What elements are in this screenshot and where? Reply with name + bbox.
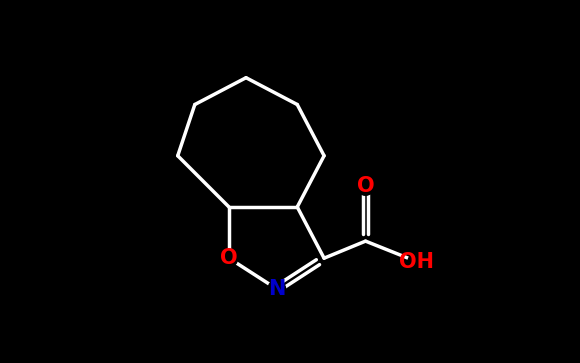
Circle shape: [408, 253, 426, 270]
Text: O: O: [220, 248, 238, 268]
Circle shape: [268, 280, 285, 298]
Text: N: N: [268, 279, 285, 299]
Text: O: O: [357, 176, 374, 196]
Circle shape: [357, 178, 374, 195]
Text: OH: OH: [399, 252, 434, 272]
Circle shape: [220, 249, 238, 267]
